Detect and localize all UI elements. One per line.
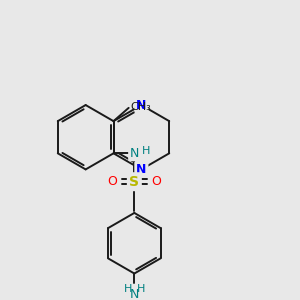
- Text: H: H: [142, 146, 150, 156]
- Text: CH₃: CH₃: [130, 102, 151, 112]
- Text: N: N: [136, 163, 147, 176]
- Text: N: N: [130, 147, 139, 160]
- Text: O: O: [151, 175, 161, 188]
- Text: H: H: [124, 284, 132, 294]
- Text: N: N: [136, 99, 147, 112]
- Text: O: O: [108, 175, 118, 188]
- Text: S: S: [129, 175, 139, 189]
- Text: H: H: [137, 284, 145, 294]
- Text: N: N: [130, 288, 139, 300]
